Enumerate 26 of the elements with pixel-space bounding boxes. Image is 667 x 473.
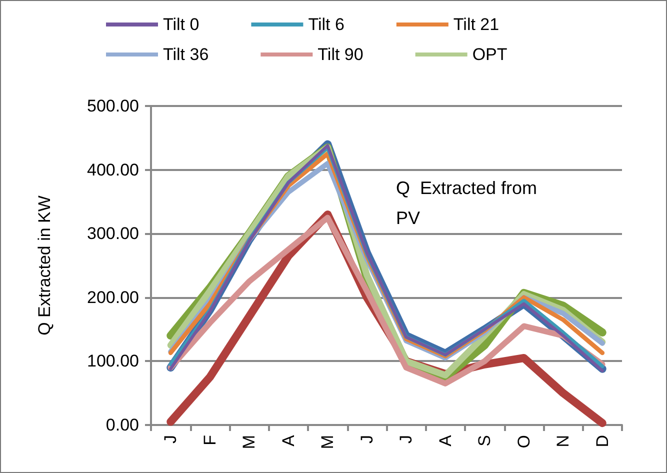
y-tick-label: 400.00 (87, 160, 139, 180)
x-tick-label: S (475, 435, 494, 446)
x-tick-label: D (592, 435, 612, 448)
y-tick-label: 300.00 (87, 224, 139, 244)
x-tick-label: O (514, 435, 534, 448)
legend-label: Tilt 36 (163, 45, 209, 64)
x-tick-label: A (436, 434, 455, 446)
x-tick-label: F (200, 435, 220, 446)
y-tick-label: 100.00 (87, 352, 139, 371)
x-tick-label: J (161, 435, 180, 444)
x-tick-label: M (240, 435, 259, 450)
legend-label: Tilt 6 (308, 15, 344, 34)
x-tick-label: N (554, 435, 573, 448)
y-tick-label: 0.00 (106, 416, 139, 434)
text: Q Extracted from PV (396, 178, 542, 228)
x-tick-label: M (318, 435, 338, 450)
legend-label: OPT (472, 45, 508, 64)
x-tick-label: J (357, 435, 376, 444)
x-tick-label: A (278, 434, 298, 446)
y-axis-title: Q Extracted in KW (35, 196, 54, 336)
y-tick-label: 200.00 (87, 288, 139, 307)
legend-label: Tilt 21 (453, 15, 500, 34)
legend-label: Tilt 90 (318, 45, 364, 64)
legend-label: Tilt 0 (163, 15, 200, 34)
y-tick-label: 500.00 (87, 96, 139, 116)
x-tick-label: J (396, 435, 416, 444)
